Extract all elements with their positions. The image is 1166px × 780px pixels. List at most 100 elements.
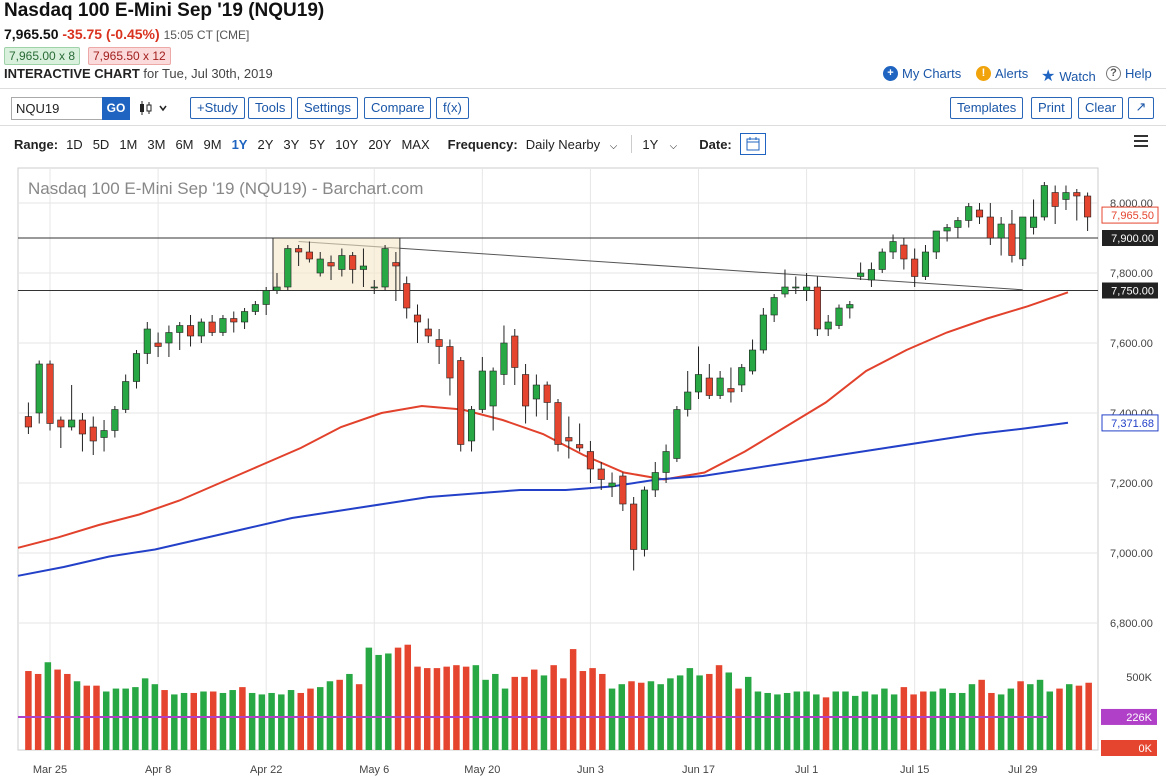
x-tick-label: May 6: [359, 764, 389, 776]
volume-bar: [890, 694, 898, 750]
candle-body: [176, 325, 184, 333]
frequency-value: Daily Nearby: [525, 136, 601, 152]
volume-bar: [676, 675, 684, 750]
candle-body: [716, 377, 724, 396]
candle-body: [684, 391, 692, 410]
candle-body: [219, 318, 227, 333]
candle-body: [694, 374, 703, 393]
price-label: 7,371.68: [1111, 418, 1154, 430]
volume-bar: [482, 679, 489, 750]
range-5d[interactable]: 5D: [92, 136, 110, 152]
candle-body: [478, 370, 486, 410]
chart-type-selector[interactable]: [138, 99, 178, 117]
candle-body: [597, 468, 605, 480]
alerts-link[interactable]: ! Alerts: [976, 66, 1028, 81]
study-button[interactable]: +Study: [190, 97, 245, 119]
candle-body: [554, 402, 562, 445]
candle-body: [262, 290, 270, 305]
candle-body: [68, 419, 76, 428]
candle-body: [803, 286, 811, 291]
candle-body: [975, 209, 984, 218]
fx-button[interactable]: f(x): [436, 97, 469, 119]
range-3m[interactable]: 3M: [147, 136, 166, 152]
compare-button[interactable]: Compare: [364, 97, 432, 119]
volume-bar: [599, 673, 606, 750]
popout-button[interactable]: ↗: [1128, 97, 1154, 119]
candle-body: [889, 241, 897, 253]
candle-body: [727, 388, 735, 393]
go-button[interactable]: GO: [102, 97, 130, 120]
price-chart[interactable]: 6,800.007,000.007,200.007,400.007,600.00…: [0, 160, 1166, 780]
frequency-select[interactable]: Daily Nearby ⌵: [526, 137, 618, 152]
candle-body: [943, 227, 951, 232]
volume-bar: [832, 691, 840, 750]
star-icon: ★: [1041, 68, 1056, 85]
volume-bar: [414, 666, 421, 750]
period-select[interactable]: 1Y ⌵: [642, 137, 677, 152]
price-label-badge: [1102, 282, 1158, 299]
clear-button[interactable]: Clear: [1078, 97, 1124, 119]
volume-bar: [628, 681, 635, 750]
range-20y[interactable]: 20Y: [368, 136, 392, 152]
candle-body: [46, 363, 54, 424]
range-5y[interactable]: 5Y: [309, 136, 326, 152]
volume-bar: [112, 688, 120, 750]
menu-button[interactable]: [1132, 134, 1150, 153]
candle-body: [57, 419, 65, 428]
candle-body: [1019, 216, 1027, 260]
x-tick-label: Jul 15: [900, 764, 929, 776]
range-1d[interactable]: 1D: [66, 136, 83, 152]
volume-bar: [239, 687, 246, 750]
y-tick-label: 6,800.00: [1110, 618, 1153, 630]
x-tick-label: Jul 1: [795, 764, 818, 776]
volume-bar: [161, 690, 168, 750]
candle-body: [305, 251, 313, 260]
candle-body: [532, 384, 540, 400]
volume-bar: [579, 671, 587, 750]
candle-body: [467, 409, 476, 442]
range-9m[interactable]: 9M: [203, 136, 222, 152]
candle-body: [1073, 192, 1081, 197]
calendar-button[interactable]: [739, 133, 766, 155]
candle-body: [630, 503, 638, 550]
volume-bar: [910, 694, 917, 750]
volume-bar: [423, 668, 431, 750]
candle-body: [284, 248, 292, 288]
volume-bar: [229, 690, 236, 750]
range-6m[interactable]: 6M: [175, 136, 194, 152]
volume-bar: [268, 692, 275, 750]
range-max[interactable]: MAX: [401, 136, 430, 152]
volume-bar: [900, 687, 908, 750]
volume-bar: [278, 694, 285, 750]
candle-body: [824, 321, 832, 330]
my-charts-link[interactable]: + My Charts: [883, 66, 961, 81]
range-1m[interactable]: 1M: [119, 136, 138, 152]
range-2y[interactable]: 2Y: [257, 136, 274, 152]
candle-body: [673, 409, 681, 459]
volume-bar: [803, 691, 810, 750]
candle-body: [392, 262, 400, 267]
candle-body: [738, 367, 746, 386]
range-1y[interactable]: 1Y: [231, 136, 248, 152]
symbol-input[interactable]: NQU19: [11, 97, 103, 120]
help-link[interactable]: ? Help: [1106, 66, 1152, 81]
volume-bar: [997, 694, 1005, 750]
candle-body: [370, 286, 378, 289]
price-label-badge: [1102, 230, 1158, 246]
volume-bar: [365, 647, 373, 750]
moving-average-50: [17, 291, 1069, 549]
watch-link[interactable]: ★ Watch: [1041, 66, 1096, 86]
range-3y[interactable]: 3Y: [283, 136, 300, 152]
volume-bar: [346, 673, 353, 750]
range-10y[interactable]: 10Y: [335, 136, 359, 152]
volume-bar: [122, 688, 129, 750]
volume-bar: [64, 673, 71, 750]
settings-button[interactable]: Settings: [297, 97, 358, 119]
tools-button[interactable]: Tools: [248, 97, 293, 119]
candle-body: [457, 360, 465, 445]
candle-body: [100, 430, 108, 438]
candle-body: [230, 318, 238, 323]
price-label-badge: [1101, 414, 1159, 432]
print-button[interactable]: Print: [1031, 97, 1072, 119]
templates-button[interactable]: Templates: [950, 97, 1024, 119]
